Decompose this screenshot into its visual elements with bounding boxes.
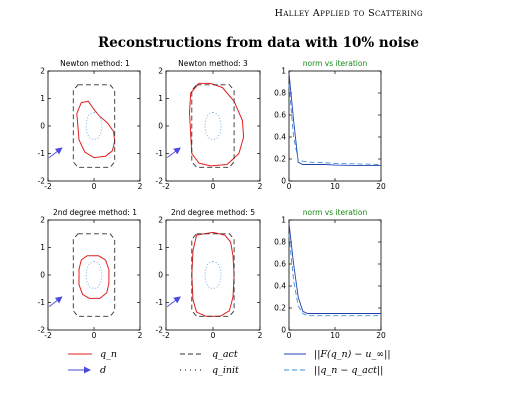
series-q-act	[191, 233, 235, 317]
panel-title-second-1: 2nd degree method: 1	[53, 208, 137, 217]
series-d	[48, 296, 63, 307]
plot-panel-6: 0 10 20 0 0.2 0.4 0.6 0.8 1	[274, 216, 386, 341]
y-tick-label: 0.6	[274, 111, 286, 120]
y-tick-label: -1	[38, 298, 46, 307]
panel-title-norm-top: norm vs iteration	[303, 59, 368, 68]
legend-label-d: d	[100, 365, 106, 376]
legend: q_n d q_act q_init ||F(q_n) − u_∞|| ||q_…	[68, 349, 391, 376]
y-tick-label: 0	[40, 122, 45, 131]
panel-title-newton-3: Newton method: 3	[178, 59, 248, 68]
y-tick-label: 1	[158, 243, 163, 252]
x-tick-label: -2	[44, 331, 52, 340]
y-tick-label: 2	[158, 216, 163, 225]
y-tick-label: 0.2	[274, 304, 286, 313]
series-f-q-n-u	[288, 223, 381, 314]
axes-frame	[47, 70, 141, 182]
panel-title-newton-1: Newton method: 1	[60, 59, 130, 68]
axes-frame	[165, 70, 261, 182]
y-tick-label: 0.8	[274, 89, 286, 98]
series-q-act	[72, 233, 116, 317]
legend-label-q-init: q_init	[212, 365, 239, 376]
y-tick-label: 2	[40, 216, 45, 225]
series-q-act	[72, 84, 116, 168]
x-tick-label: 20	[376, 331, 386, 340]
x-tick-label: 2	[138, 331, 143, 340]
series-q-init	[204, 111, 222, 141]
y-tick-label: 1	[281, 67, 286, 76]
x-tick-label: 2	[258, 182, 263, 191]
y-tick-label: 0	[281, 177, 286, 186]
x-tick-label: 10	[330, 182, 340, 191]
series-q-n	[189, 82, 245, 167]
y-tick-label: 2	[40, 67, 45, 76]
x-tick-label: -2	[162, 182, 170, 191]
y-tick-label: -2	[156, 326, 164, 335]
x-tick-label: 2	[258, 331, 263, 340]
series-f-q-n-u	[288, 73, 381, 167]
panel-title-second-5: 2nd degree method: 5	[171, 208, 255, 217]
plot-panel-3: 0 10 20 0 0.2 0.4 0.6 0.8 1	[274, 67, 386, 192]
plot-panel-5: -2 0 2 -2 -1 0 1 2	[156, 216, 263, 341]
plot-panel-2: -2 0 2 -2 -1 0 1 2	[156, 67, 263, 192]
y-tick-label: -2	[38, 177, 46, 186]
x-tick-label: 0	[92, 331, 97, 340]
series-q-n	[191, 231, 235, 317]
y-tick-label: -2	[38, 326, 46, 335]
y-tick-label: 0	[158, 271, 163, 280]
y-tick-label: 0.2	[274, 155, 286, 164]
y-tick-label: -1	[156, 298, 164, 307]
y-tick-label: -2	[156, 177, 164, 186]
series-q-init	[85, 260, 103, 290]
y-tick-label: 0	[281, 326, 286, 335]
series-q-n-q-act	[288, 234, 381, 317]
x-tick-label: 0	[287, 182, 292, 191]
series-d	[48, 147, 63, 158]
x-tick-label: -2	[44, 182, 52, 191]
series-q-n	[76, 100, 116, 159]
x-tick-label: 20	[376, 182, 386, 191]
y-tick-label: 0.6	[274, 260, 286, 269]
y-tick-label: 2	[158, 67, 163, 76]
x-tick-label: 0	[92, 182, 97, 191]
y-tick-label: 0.4	[274, 133, 286, 142]
y-tick-label: 0.8	[274, 238, 286, 247]
x-tick-label: 2	[138, 182, 143, 191]
x-tick-label: -2	[162, 331, 170, 340]
running-header: Halley Applied to Scattering	[274, 8, 423, 19]
x-tick-label: 10	[330, 331, 340, 340]
series-d	[166, 296, 181, 307]
y-tick-label: 0	[40, 271, 45, 280]
axes-frame	[165, 219, 261, 331]
y-tick-label: -1	[38, 149, 46, 158]
legend-label-q-n: q_n	[100, 349, 117, 360]
y-tick-label: 1	[281, 216, 286, 225]
legend-label-residual: ||F(q_n) − u_∞||	[314, 349, 391, 360]
y-tick-label: 1	[158, 94, 163, 103]
y-tick-label: 1	[40, 94, 45, 103]
x-tick-label: 0	[211, 331, 216, 340]
x-tick-label: 0	[211, 182, 216, 191]
x-tick-label: 0	[287, 331, 292, 340]
plot-panel-4: -2 0 2 -2 -1 0 1 2	[38, 216, 143, 341]
y-tick-label: 0.4	[274, 282, 286, 291]
panel-title-norm-bottom: norm vs iteration	[303, 208, 368, 217]
figure-title: Reconstructions from data with 10% noise	[97, 35, 420, 51]
series-q-n	[78, 255, 110, 299]
series-d	[166, 147, 181, 158]
legend-label-q-act: q_act	[212, 349, 238, 360]
series-q-init	[204, 260, 222, 290]
series-q-act	[191, 84, 235, 168]
series-q-n-q-act	[288, 84, 382, 165]
y-tick-label: -1	[156, 149, 164, 158]
plot-panel-1: -2 0 2 -2 -1 0 1 2	[38, 67, 143, 192]
y-tick-label: 1	[40, 243, 45, 252]
axes-frame	[47, 219, 141, 331]
y-tick-label: 0	[158, 122, 163, 131]
legend-label-error: ||q_n − q_act||	[314, 365, 383, 376]
